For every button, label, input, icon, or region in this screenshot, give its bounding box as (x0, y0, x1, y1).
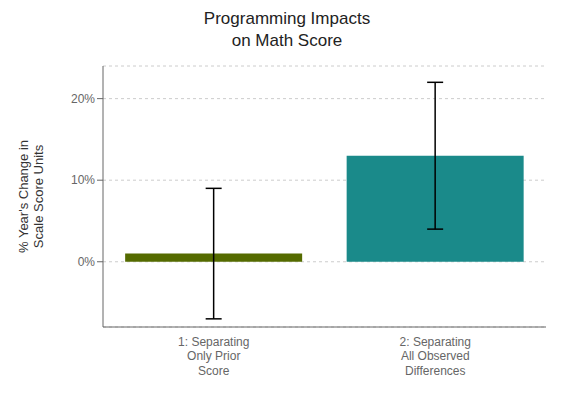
html-text:Programming Impacts on Math Sc: Programming Impacts on Math Score (203, 9, 371, 50)
svg-text:1: SeparatingOnly PriorScore: 1: SeparatingOnly PriorScore (178, 335, 249, 378)
svg-text:20%: 20% (71, 92, 95, 106)
svg-text:0%: 0% (78, 255, 96, 269)
svg-text:% Year's Change inScale Score: % Year's Change inScale Score Units (16, 140, 47, 253)
svg-text:2: SeparatingAll ObservedDiffe: 2: SeparatingAll ObservedDifferences (400, 335, 471, 378)
svg-text:10%: 10% (71, 173, 95, 187)
